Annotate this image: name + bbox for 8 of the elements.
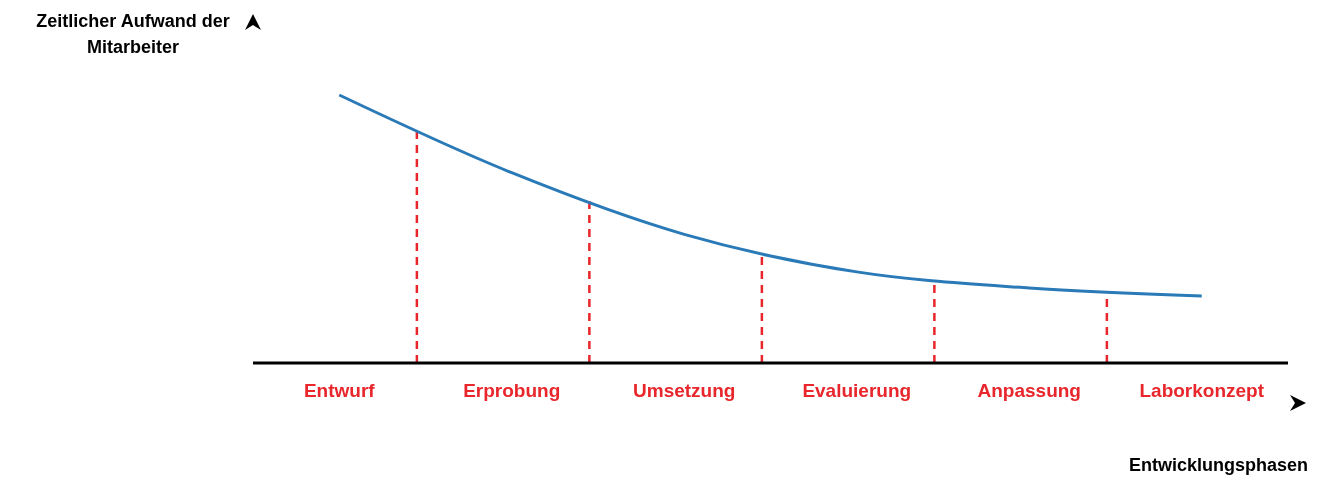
x-axis-title: Entwicklungsphasen	[1128, 455, 1308, 476]
x-tick-label: Entwurf	[303, 380, 376, 401]
x-tick-label: Laborkonzept	[1139, 380, 1265, 401]
x-tick-label: Evaluierung	[802, 380, 912, 401]
x-tick-label: Anpassung	[977, 380, 1081, 401]
x-tick-label: Umsetzung	[633, 380, 736, 401]
x-tick-label: Erprobung	[463, 380, 561, 401]
y-axis-title: Zeitlicher Aufwand der Mitarbeiter	[35, 10, 231, 59]
